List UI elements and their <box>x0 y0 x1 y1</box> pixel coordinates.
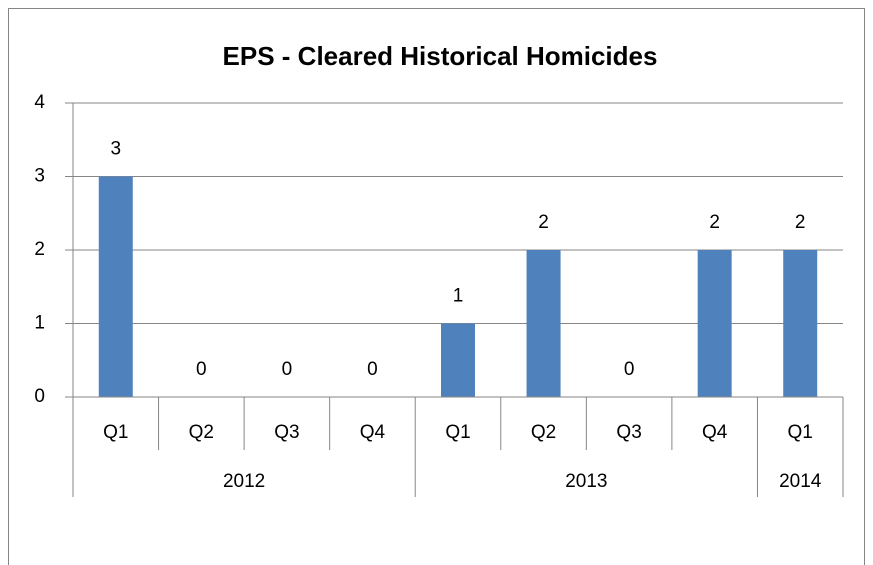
bar <box>783 250 818 397</box>
y-tick-label: 1 <box>34 313 45 334</box>
group-label: 2014 <box>779 471 822 492</box>
y-tick-label: 4 <box>34 92 45 113</box>
chart-border <box>8 8 865 565</box>
group-label: 2013 <box>565 471 607 492</box>
y-tick-label: 3 <box>34 166 45 187</box>
data-label: 2 <box>538 212 549 233</box>
y-tick-label: 2 <box>34 239 45 260</box>
data-label: 2 <box>709 212 720 233</box>
bar <box>441 323 475 397</box>
data-label: 0 <box>624 359 635 380</box>
data-label: 3 <box>110 139 121 160</box>
x-tick-label: Q2 <box>189 422 214 443</box>
bar <box>98 176 133 397</box>
x-tick-label: Q1 <box>445 422 470 443</box>
x-tick-label: Q4 <box>360 422 386 443</box>
x-tick-label: Q4 <box>702 422 728 443</box>
bar <box>526 250 561 397</box>
x-tick-label: Q2 <box>531 422 556 443</box>
bar <box>697 250 732 397</box>
data-label: 0 <box>282 359 293 380</box>
x-tick-label: Q1 <box>103 422 128 443</box>
data-label: 1 <box>453 286 464 307</box>
data-label: 2 <box>795 212 806 233</box>
x-tick-label: Q3 <box>274 422 299 443</box>
chart-title: EPS - Cleared Historical Homicides <box>223 41 658 71</box>
x-tick-label: Q3 <box>616 422 641 443</box>
group-label: 2012 <box>223 471 265 492</box>
data-label: 0 <box>196 359 207 380</box>
data-label: 0 <box>367 359 378 380</box>
x-tick-label: Q1 <box>788 422 813 443</box>
y-tick-label: 0 <box>34 386 45 407</box>
